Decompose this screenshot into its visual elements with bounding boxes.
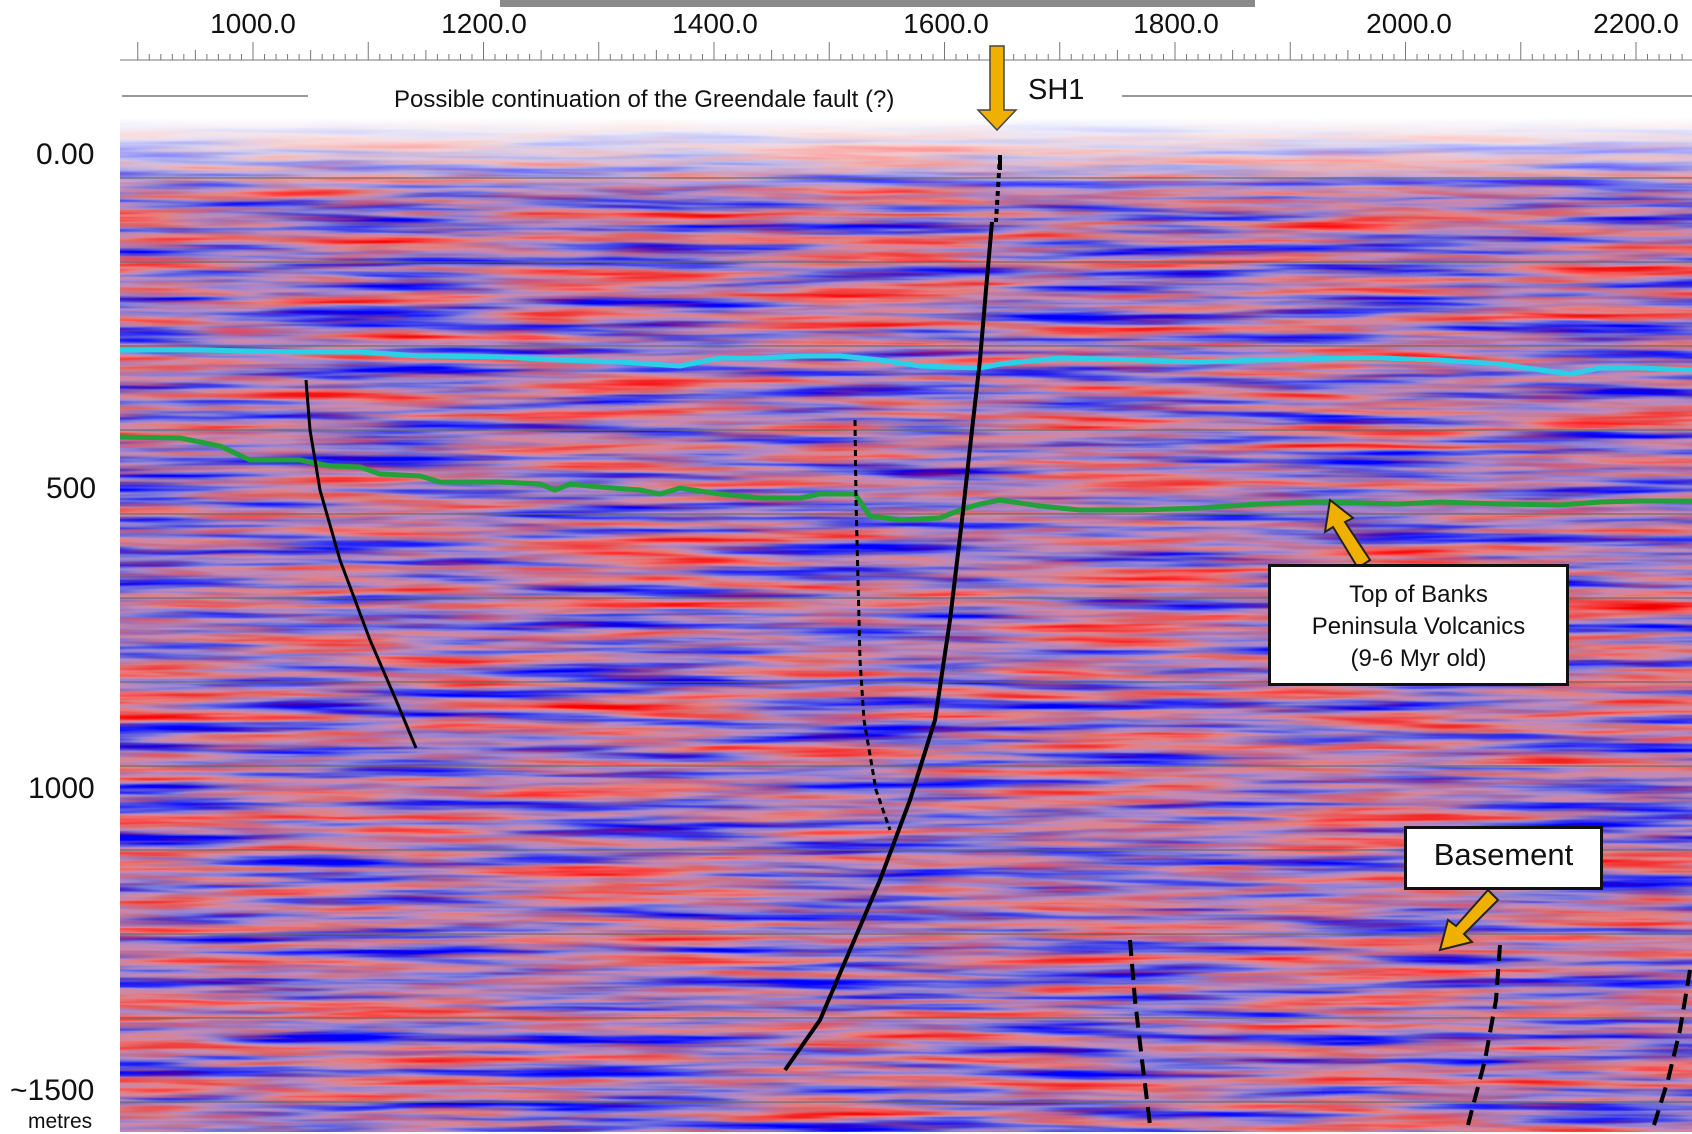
fault-left xyxy=(304,379,418,749)
fault-dashed-center xyxy=(853,419,892,831)
y-unit-label: metres xyxy=(28,1110,93,1133)
x-tick-label: 2200.0 xyxy=(1593,8,1679,39)
volcanics-arrow xyxy=(1323,498,1372,570)
basement-label: Basement xyxy=(1433,837,1574,872)
y-tick-label: ~1500 xyxy=(10,1074,95,1107)
scroll-strip xyxy=(500,0,1255,7)
volcanics-line-1: Top of Banks xyxy=(1349,581,1488,608)
fault-dashed-basement-mid xyxy=(1466,944,1502,1126)
x-tick-label: 2000.0 xyxy=(1366,8,1452,39)
basement-callout: Basement xyxy=(1404,826,1603,890)
y-tick-label: 1000 xyxy=(28,772,95,805)
sh1-arrow xyxy=(976,45,1018,132)
x-tick-label: 1600.0 xyxy=(903,8,989,39)
volcanics-callout: Top of Banks Peninsula Volcanics (9-6 My… xyxy=(1268,564,1569,686)
horizon-upper-cyan xyxy=(120,347,1692,377)
y-tick-label: 0.00 xyxy=(36,138,95,171)
volcanics-line-3: (9-6 Myr old) xyxy=(1350,645,1487,672)
fault-dashed-basement-left xyxy=(1128,939,1152,1126)
x-tick-label: 1200.0 xyxy=(441,8,527,39)
depth-gridlines xyxy=(120,177,1692,1103)
x-tick-label: 1400.0 xyxy=(672,8,758,39)
fault-note-label: Possible continuation of the Greendale f… xyxy=(394,86,895,113)
x-ruler xyxy=(120,42,1692,61)
fault-main-dotted-top xyxy=(994,154,1002,223)
y-tick-label: 500 xyxy=(46,472,97,505)
x-tick-label: 1800.0 xyxy=(1133,8,1219,39)
volcanics-line-2: Peninsula Volcanics xyxy=(1311,613,1526,640)
basement-arrow xyxy=(1438,888,1500,952)
x-tick-label: 1000.0 xyxy=(210,8,296,39)
sh1-label: SH1 xyxy=(1028,74,1085,106)
fault-dashed-basement-right xyxy=(1652,969,1692,1126)
